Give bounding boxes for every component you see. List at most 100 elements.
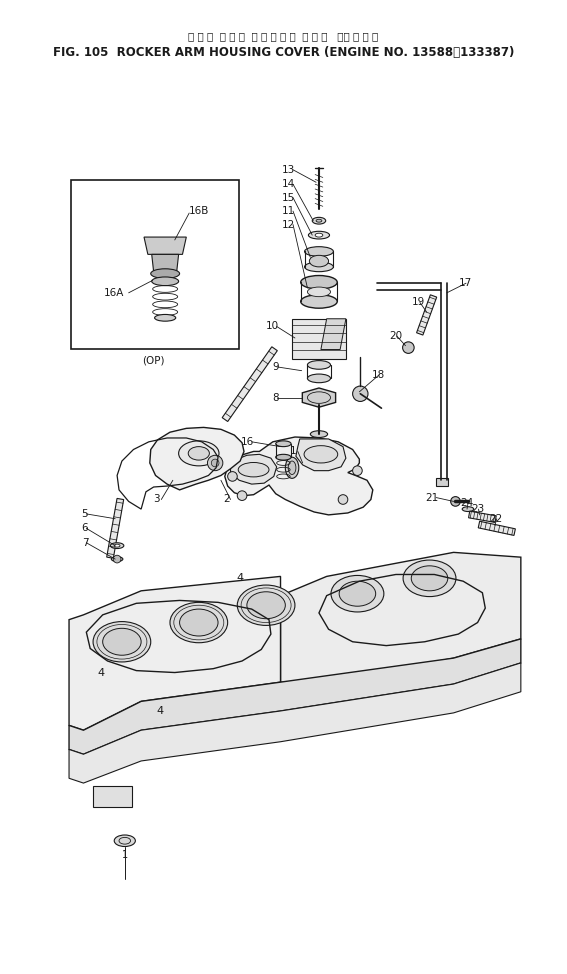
Ellipse shape bbox=[307, 360, 331, 369]
Ellipse shape bbox=[276, 454, 291, 460]
Polygon shape bbox=[296, 439, 346, 470]
Ellipse shape bbox=[111, 557, 123, 561]
Ellipse shape bbox=[103, 628, 141, 656]
Text: 13: 13 bbox=[282, 165, 295, 174]
Ellipse shape bbox=[170, 602, 227, 643]
Ellipse shape bbox=[310, 255, 329, 267]
Circle shape bbox=[208, 455, 223, 470]
Text: 19: 19 bbox=[412, 297, 425, 308]
Ellipse shape bbox=[111, 543, 124, 548]
Text: 4: 4 bbox=[97, 667, 104, 678]
Text: 16: 16 bbox=[240, 436, 253, 447]
Text: 3: 3 bbox=[154, 495, 160, 505]
Text: 11: 11 bbox=[282, 206, 295, 216]
Polygon shape bbox=[144, 237, 187, 254]
Text: 4: 4 bbox=[236, 574, 244, 583]
Ellipse shape bbox=[316, 219, 322, 222]
Text: 12: 12 bbox=[282, 219, 295, 230]
Ellipse shape bbox=[151, 269, 180, 279]
Bar bbox=[292, 318, 346, 359]
Circle shape bbox=[353, 386, 368, 401]
Ellipse shape bbox=[237, 585, 295, 625]
Bar bbox=[71, 180, 239, 349]
Text: 9: 9 bbox=[272, 361, 278, 372]
Circle shape bbox=[338, 495, 348, 505]
Text: 16B: 16B bbox=[189, 206, 210, 216]
Ellipse shape bbox=[285, 457, 299, 478]
Ellipse shape bbox=[276, 441, 291, 447]
Polygon shape bbox=[281, 552, 521, 682]
Ellipse shape bbox=[114, 835, 136, 846]
Circle shape bbox=[227, 471, 237, 481]
Ellipse shape bbox=[304, 262, 333, 272]
Text: 6: 6 bbox=[82, 523, 88, 534]
Polygon shape bbox=[150, 428, 244, 490]
Circle shape bbox=[113, 555, 121, 563]
Text: (OP): (OP) bbox=[142, 356, 165, 365]
Text: 2: 2 bbox=[223, 495, 230, 505]
Ellipse shape bbox=[411, 566, 448, 591]
Text: 22: 22 bbox=[489, 513, 502, 524]
Ellipse shape bbox=[403, 560, 456, 597]
Ellipse shape bbox=[247, 592, 285, 618]
Text: 1: 1 bbox=[290, 446, 297, 457]
Circle shape bbox=[211, 459, 219, 467]
Ellipse shape bbox=[308, 231, 329, 239]
Text: 10: 10 bbox=[265, 321, 278, 331]
Ellipse shape bbox=[339, 581, 376, 606]
Polygon shape bbox=[321, 318, 346, 350]
Polygon shape bbox=[302, 388, 336, 407]
Ellipse shape bbox=[301, 276, 337, 289]
Polygon shape bbox=[152, 254, 179, 272]
Ellipse shape bbox=[238, 463, 269, 477]
Polygon shape bbox=[417, 295, 437, 335]
Polygon shape bbox=[231, 454, 277, 484]
Ellipse shape bbox=[180, 609, 218, 636]
Ellipse shape bbox=[155, 315, 176, 321]
Circle shape bbox=[451, 497, 460, 506]
Ellipse shape bbox=[307, 287, 331, 297]
Text: 21: 21 bbox=[425, 493, 438, 503]
Text: 24: 24 bbox=[460, 499, 473, 508]
Ellipse shape bbox=[331, 576, 384, 612]
Text: 1: 1 bbox=[122, 850, 128, 860]
Ellipse shape bbox=[301, 295, 337, 308]
Circle shape bbox=[403, 342, 414, 354]
Text: 18: 18 bbox=[372, 369, 385, 380]
Ellipse shape bbox=[93, 621, 151, 662]
Bar bbox=[93, 786, 132, 807]
Polygon shape bbox=[69, 639, 521, 754]
Text: ロ ッ カ  ア ー ム  ハ ウ ジ ン グ  カ バ ー   　適 用 号 機: ロ ッ カ ア ー ム ハ ウ ジ ン グ カ バ ー 適 用 号 機 bbox=[188, 31, 379, 41]
Ellipse shape bbox=[152, 277, 179, 285]
Text: 15: 15 bbox=[282, 193, 295, 203]
Text: 4: 4 bbox=[157, 706, 164, 716]
Ellipse shape bbox=[462, 506, 474, 511]
Text: 16A: 16A bbox=[104, 288, 124, 298]
Ellipse shape bbox=[179, 441, 219, 466]
Ellipse shape bbox=[114, 544, 120, 547]
Ellipse shape bbox=[288, 461, 296, 474]
Bar bbox=[436, 478, 448, 486]
Polygon shape bbox=[69, 577, 281, 730]
Ellipse shape bbox=[304, 446, 338, 463]
Text: 8: 8 bbox=[272, 393, 278, 402]
Ellipse shape bbox=[307, 374, 331, 383]
Polygon shape bbox=[222, 347, 277, 422]
Text: 17: 17 bbox=[458, 279, 472, 288]
Ellipse shape bbox=[312, 217, 325, 224]
Ellipse shape bbox=[304, 246, 333, 256]
Circle shape bbox=[353, 466, 362, 475]
Text: 14: 14 bbox=[282, 179, 295, 189]
Polygon shape bbox=[478, 521, 515, 536]
Polygon shape bbox=[225, 437, 373, 515]
Circle shape bbox=[237, 491, 247, 501]
Text: 23: 23 bbox=[471, 505, 484, 514]
Polygon shape bbox=[468, 511, 496, 522]
Ellipse shape bbox=[310, 431, 328, 437]
Ellipse shape bbox=[188, 447, 209, 460]
Text: 5: 5 bbox=[82, 509, 88, 519]
Text: 7: 7 bbox=[82, 538, 88, 547]
Text: 20: 20 bbox=[389, 331, 402, 341]
Polygon shape bbox=[69, 663, 521, 783]
Text: FIG. 105  ROCKER ARM HOUSING COVER (ENGINE NO. 13588－133387): FIG. 105 ROCKER ARM HOUSING COVER (ENGIN… bbox=[53, 46, 514, 59]
